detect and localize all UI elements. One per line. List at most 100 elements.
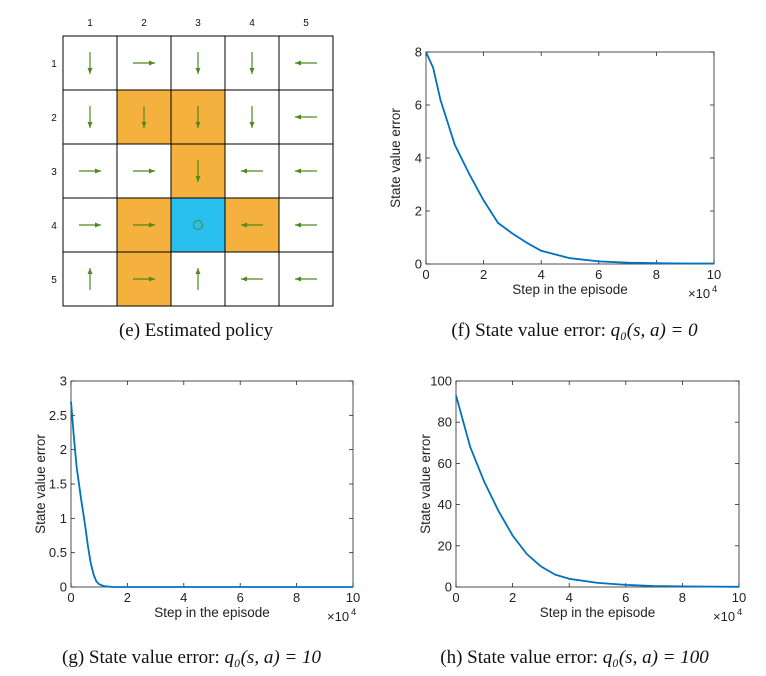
policy-arrow-r3-c1 <box>79 168 101 174</box>
x-tick-label: 0 <box>422 267 429 282</box>
y-tick-label: 0.5 <box>49 545 67 560</box>
y-tick-label: 40 <box>438 497 452 512</box>
plot-area <box>455 380 740 588</box>
x-tick-label: 2 <box>124 590 131 605</box>
x-tick-label: 6 <box>622 590 629 605</box>
policy-arrow-r4-c5 <box>295 222 317 228</box>
policy-arrow-r2-c5 <box>295 114 317 120</box>
arrow-down-icon <box>249 68 255 74</box>
caption-g: (g) State value error: q₀(s, a) = 10 <box>62 647 321 668</box>
grid-row-label: 1 <box>51 59 57 70</box>
y-tick-label: 0 <box>445 580 452 595</box>
caption-f: (f) State value error: q₀(s, a) = 0 <box>451 320 698 341</box>
policy-grid-panel: 1 2 3 4 5 1 2 3 4 5 (e) Estimated policy <box>0 0 383 345</box>
arrow-up-icon <box>195 268 201 274</box>
policy-arrow-r3-c4 <box>241 168 263 174</box>
arrow-left-icon <box>241 168 247 174</box>
x-tick-label: 0 <box>452 590 459 605</box>
x-tick-label: 0 <box>67 590 74 605</box>
policy-arrow-r1-c5 <box>295 60 317 66</box>
x-tick-label: 8 <box>293 590 300 605</box>
arrow-down-icon <box>249 122 255 128</box>
plot-area <box>425 51 715 265</box>
arrow-down-icon <box>87 122 93 128</box>
series-line-0 <box>70 401 353 588</box>
y-tick-label: 1.5 <box>49 477 67 492</box>
policy-arrow-r4-c3 <box>193 220 203 230</box>
y-tick-label: 2 <box>415 204 422 219</box>
policy-arrow-r1-c3 <box>195 52 201 74</box>
x-multiplier-label: ×10 <box>713 609 735 624</box>
x-axis-label: Step in the episode <box>512 282 628 297</box>
grid-row-label: 5 <box>51 275 57 286</box>
policy-arrow-r2-c3 <box>195 106 201 128</box>
grid-col-label: 2 <box>141 18 147 29</box>
policy-arrow-r3-c2 <box>133 168 155 174</box>
y-tick-label: 0 <box>415 257 422 272</box>
x-tick-label: 4 <box>566 590 573 605</box>
arrow-down-icon <box>195 68 201 74</box>
caption-g-math: q₀(s, a) = 10 <box>224 647 321 668</box>
arrow-right-icon <box>95 168 101 174</box>
x-tick-label: 4 <box>180 590 187 605</box>
policy-arrow-r1-c4 <box>249 52 255 74</box>
arrow-left-icon <box>295 222 301 228</box>
policy-arrow-r4-c4 <box>241 222 263 228</box>
y-tick-label: 60 <box>438 456 452 471</box>
arrow-left-icon <box>295 168 301 174</box>
arrow-down-icon <box>195 176 201 182</box>
caption-e: (e) Estimated policy <box>118 320 274 341</box>
policy-arrow-r1-c2 <box>133 60 155 66</box>
policy-arrow-r5-c1 <box>87 268 93 290</box>
plot-area <box>70 380 354 588</box>
policy-arrow-r1-c1 <box>87 52 93 74</box>
chart-g-panel: 0 2 4 6 8 10 0 0.5 1 1.5 2 2.5 3 Step in the episode S… <box>0 345 383 676</box>
grid-row-label: 2 <box>51 113 57 124</box>
grid-cell-r4-c3 <box>170 197 226 253</box>
policy-arrow-r3-c5 <box>295 168 317 174</box>
series-line-0 <box>425 51 714 265</box>
policy-arrow-r5-c4 <box>241 276 263 282</box>
x-tick-label: 6 <box>595 267 602 282</box>
grid-row-label: 4 <box>51 221 57 232</box>
x-tick-label: 2 <box>480 267 487 282</box>
x-multiplier-exponent: 4 <box>712 284 717 295</box>
chart-f: 0 2 4 6 8 10 0 2 4 6 8 Step in the episode State val… <box>388 45 721 302</box>
arrow-down-icon <box>87 68 93 74</box>
caption-h: (h) State value error: q₀(s, a) = 100 <box>440 647 709 668</box>
arrow-right-icon <box>149 168 155 174</box>
grid-col-label: 5 <box>303 18 309 29</box>
policy-arrow-r5-c3 <box>195 268 201 290</box>
arrow-down-icon <box>195 122 201 128</box>
x-tick-label: 2 <box>509 590 516 605</box>
y-tick-label: 80 <box>438 415 452 430</box>
y-tick-label: 1 <box>60 511 67 526</box>
arrow-up-icon <box>87 268 93 274</box>
y-tick-label: 2.5 <box>49 408 67 423</box>
x-axis-label: Step in the episode <box>154 605 270 620</box>
policy-arrow-r2-c4 <box>249 106 255 128</box>
grid-cell-r3-c4 <box>224 143 280 199</box>
arrow-right-icon <box>149 222 155 228</box>
policy-grid: 1 2 3 4 5 1 2 3 4 5 <box>51 18 334 307</box>
x-tick-label: 8 <box>653 267 660 282</box>
grid-col-label: 3 <box>195 18 201 29</box>
arrow-right-icon <box>95 222 101 228</box>
policy-arrow-r2-c2 <box>141 106 147 128</box>
arrow-right-icon <box>149 276 155 282</box>
x-multiplier-exponent: 4 <box>351 607 356 618</box>
grid-cell-r2-c3 <box>170 89 226 145</box>
y-tick-label: 20 <box>438 538 452 553</box>
y-axis-label: State value error <box>33 434 48 534</box>
policy-arrow-r3-c3 <box>195 160 201 182</box>
y-axis-label: State value error <box>418 434 433 534</box>
x-axis-label: Step in the episode <box>540 605 656 620</box>
grid-cell-r5-c3 <box>170 251 226 307</box>
x-multiplier-label: ×10 <box>688 286 710 301</box>
chart-h-panel: 0 2 4 6 8 10 0 20 40 60 80 100 Step in the episode St… <box>383 345 766 676</box>
x-tick-label: 4 <box>538 267 545 282</box>
arrow-right-icon <box>149 60 155 66</box>
arrow-left-icon <box>295 60 301 66</box>
x-tick-label: 10 <box>707 267 721 282</box>
